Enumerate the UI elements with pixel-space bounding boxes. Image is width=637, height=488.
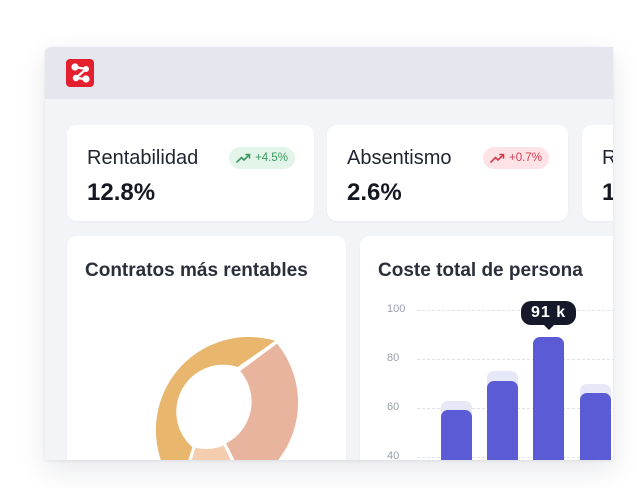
kpi-delta-badge: +4.5% — [229, 147, 295, 169]
panel-title: Coste total de persona — [378, 260, 583, 281]
y-tick-label: 40 — [387, 450, 400, 460]
y-tick-label: 100 — [387, 303, 406, 315]
bar-chart: 100 80 60 40 91 k — [360, 236, 613, 460]
donut-segment-3[interactable] — [183, 445, 244, 461]
panel-title: Contratos más rentables — [85, 260, 308, 281]
donut-segment-1[interactable] — [155, 337, 276, 460]
bar[interactable] — [580, 393, 611, 460]
kpi-title: Absentismo — [347, 147, 452, 169]
kpi-card-rentabilidad[interactable]: Rentabilidad +4.5% 12.8% — [67, 125, 314, 221]
trend-up-icon — [236, 153, 251, 163]
kpi-card-absentismo[interactable]: Absentismo +0.7% 2.6% — [327, 125, 568, 221]
bar-tooltip: 91 k — [521, 300, 577, 330]
bar[interactable] — [441, 410, 472, 460]
donut-chart — [155, 337, 299, 461]
kpi-delta-value: +4.5% — [255, 152, 288, 164]
grid-line — [417, 310, 613, 311]
grid-line — [417, 359, 613, 360]
bar[interactable] — [487, 381, 518, 460]
kpi-title: Rentabilidad — [87, 147, 199, 169]
kpi-delta-badge: +0.7% — [483, 147, 549, 169]
kpi-value: 12.8% — [87, 179, 156, 206]
y-tick-label: 60 — [387, 401, 400, 413]
donut-panel: Contratos más rentables — [67, 236, 346, 460]
title-bar — [45, 47, 613, 99]
donut-segment-2[interactable] — [226, 343, 299, 460]
kpi-title: R — [602, 147, 613, 169]
kpi-value: 2.6% — [347, 179, 402, 206]
kpi-card-third[interactable]: R 1 — [582, 125, 613, 221]
brand-logo-icon[interactable] — [66, 59, 94, 87]
kpi-delta-value: +0.7% — [509, 152, 542, 164]
app-window: Rentabilidad +4.5% 12.8% Absentismo +0.7… — [45, 47, 613, 460]
bar[interactable] — [533, 336, 564, 460]
trend-up-icon — [490, 153, 505, 163]
bar-chart-panel: Coste total de persona 100 80 60 40 91 k — [360, 236, 613, 460]
kpi-value: 1 — [602, 179, 613, 206]
y-tick-label: 80 — [387, 352, 400, 364]
